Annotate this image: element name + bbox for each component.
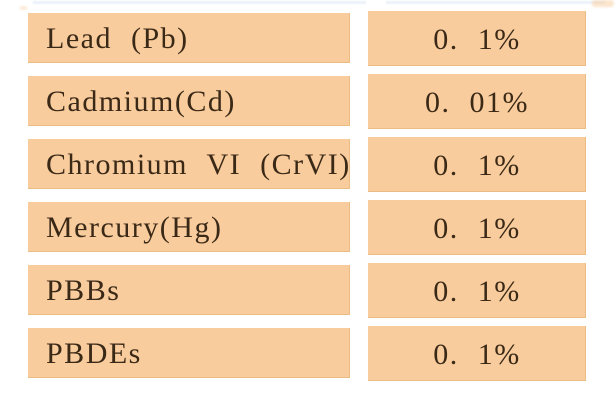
table-body: Lead (Pb) 0. 1% Cadmium(Cd) 0. 01% Chrom… [28, 11, 586, 391]
table-row: Mercury(Hg) 0. 1% [28, 200, 586, 255]
limit-cell: 0. 1% [368, 326, 586, 381]
limit-cell: 0. 01% [368, 74, 586, 129]
substance-cell: Lead (Pb) [28, 13, 350, 63]
top-left-artifact [20, 6, 27, 10]
substance-label: Lead (Pb) [46, 22, 189, 55]
limit-value: 0. 1% [433, 148, 521, 182]
limit-cell: 0. 1% [368, 200, 586, 255]
substance-cell: Mercury(Hg) [28, 202, 350, 252]
limit-value: 0. 1% [433, 337, 521, 371]
substance-cell: PBDEs [28, 328, 350, 378]
table-row: Lead (Pb) 0. 1% [28, 11, 586, 66]
limit-cell: 0. 1% [368, 263, 586, 318]
cropped-row-remnant-right [386, 1, 605, 4]
substance-label: Chromium VI (CrVI) [46, 148, 351, 181]
substance-cell: PBBs [28, 265, 350, 315]
substance-label: Mercury(Hg) [46, 211, 223, 244]
limit-value: 0. 01% [425, 85, 529, 119]
substance-cell: Cadmium(Cd) [28, 76, 350, 126]
table-row: PBBs 0. 1% [28, 263, 586, 318]
table-row: PBDEs 0. 1% [28, 326, 586, 381]
substance-label: PBDEs [46, 337, 142, 370]
substance-label: PBBs [46, 274, 121, 307]
cropped-row-remnant-left [33, 1, 366, 4]
limit-cell: 0. 1% [368, 11, 586, 66]
limit-value: 0. 1% [433, 211, 521, 245]
table-row: Cadmium(Cd) 0. 01% [28, 74, 586, 129]
limit-cell: 0. 1% [368, 137, 586, 192]
substance-cell: Chromium VI (CrVI) [28, 139, 350, 189]
limit-value: 0. 1% [433, 22, 521, 56]
substance-label: Cadmium(Cd) [46, 85, 236, 118]
top-right-artifact [592, 0, 614, 7]
limit-value: 0. 1% [433, 274, 521, 308]
table-row: Chromium VI (CrVI) 0. 1% [28, 137, 586, 192]
